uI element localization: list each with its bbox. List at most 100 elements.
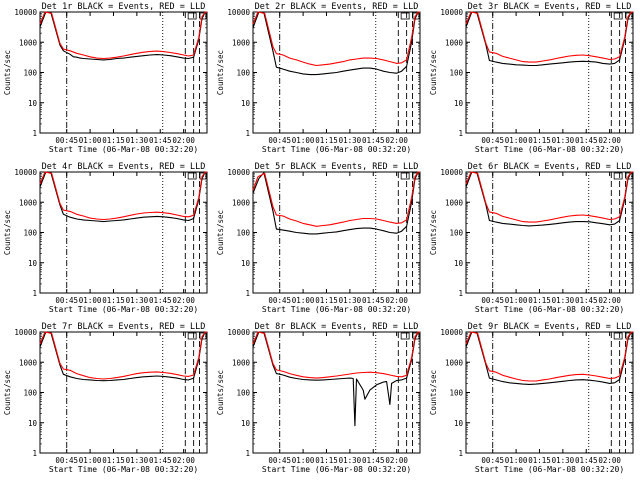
x-axis-label: Start Time (06-Mar-08 00:32:20) (475, 145, 624, 154)
y-tick-label: 1000 (232, 358, 251, 367)
x-tick-label: 01:30 (552, 296, 575, 305)
y-axis-label: Counts/sec (429, 210, 438, 255)
x-tick-label: 01:45 (575, 296, 598, 305)
x-tick-label: 01:15 (102, 456, 125, 465)
chart-panel-3: Det 3r BLACK = Events, RED = LLD 1 10 100 10… (429, 2, 634, 154)
chart-panel-1: Det 1r BLACK = Events, RED = LLD 1 10 100 10… (3, 2, 208, 154)
marker-box (625, 172, 633, 180)
x-tick-label: 01:45 (149, 296, 172, 305)
y-tick-label: 10000 (440, 328, 463, 337)
y-tick-label: 1 (32, 129, 37, 138)
x-tick-label: 01:30 (126, 456, 149, 465)
series-line-lld (465, 11, 633, 63)
x-tick-label: 01:15 (528, 136, 551, 145)
x-axis-label: Start Time (06-Mar-08 00:32:20) (49, 305, 198, 314)
x-tick-label: 01:45 (149, 456, 172, 465)
x-tick-label: 00:45 (481, 136, 504, 145)
y-tick-label: 100 (23, 69, 37, 78)
y-axis-label: Counts/sec (3, 210, 12, 255)
y-tick-label: 1 (245, 289, 250, 298)
marker-box (613, 12, 623, 20)
x-tick-label: 00:45 (55, 136, 78, 145)
chart-title: Det 3r BLACK = Events, RED = LLD (468, 2, 632, 12)
x-axis-label: Start Time (06-Mar-08 00:32:20) (49, 145, 198, 154)
series-line-events (39, 331, 207, 382)
y-tick-label: 10000 (227, 168, 250, 177)
x-tick-label: 02:00 (598, 456, 621, 465)
series-line-lld (465, 331, 633, 382)
chart-title: Det 5r BLACK = Events, RED = LLD (255, 162, 419, 172)
x-tick-label: 01:30 (339, 296, 362, 305)
x-tick-label: 01:00 (292, 136, 315, 145)
y-tick-label: 100 (236, 229, 250, 238)
y-tick-label: 1000 (19, 358, 38, 367)
marker-box (613, 332, 623, 340)
x-tick-label: 01:15 (315, 456, 338, 465)
series-line-events (465, 11, 633, 67)
x-tick-label: 01:30 (552, 456, 575, 465)
marker-box (412, 12, 420, 20)
x-axis-label: Start Time (06-Mar-08 00:32:20) (262, 465, 411, 474)
x-tick-label: 01:45 (362, 456, 385, 465)
y-tick-label: 1000 (19, 38, 38, 47)
x-tick-label: 01:00 (505, 296, 528, 305)
x-tick-label: 01:30 (339, 136, 362, 145)
y-tick-label: 1 (32, 289, 37, 298)
x-tick-label: 01:15 (315, 136, 338, 145)
marker-box (199, 332, 207, 340)
y-tick-label: 10000 (14, 328, 37, 337)
y-axis-label: Counts/sec (216, 210, 225, 255)
y-tick-label: 10000 (440, 168, 463, 177)
marker-box (187, 332, 197, 340)
chart-title: Det 2r BLACK = Events, RED = LLD (255, 2, 419, 12)
chart-panel-6: Det 6r BLACK = Events, RED = LLD 1 10 100 10… (429, 162, 634, 314)
marker-box (199, 172, 207, 180)
x-tick-label: 01:30 (126, 296, 149, 305)
y-tick-label: 10000 (440, 8, 463, 17)
chart-panel-7: Det 7r BLACK = Events, RED = LLD 1 10 100 10… (3, 322, 208, 474)
y-axis-label: Counts/sec (429, 50, 438, 95)
y-tick-label: 100 (449, 389, 463, 398)
marker-box (400, 172, 410, 180)
y-tick-label: 1 (245, 449, 250, 458)
chart-panel-4: Det 4r BLACK = Events, RED = LLD 1 10 100 10… (3, 162, 208, 314)
x-tick-label: 02:00 (598, 136, 621, 145)
y-axis-label: Counts/sec (3, 370, 12, 415)
x-tick-label: 02:00 (385, 456, 408, 465)
x-tick-label: 01:00 (505, 136, 528, 145)
y-tick-label: 10 (454, 259, 464, 268)
x-tick-label: 01:15 (315, 296, 338, 305)
y-tick-label: 100 (236, 389, 250, 398)
x-tick-label: 02:00 (598, 296, 621, 305)
y-tick-label: 100 (23, 389, 37, 398)
y-tick-label: 1 (32, 449, 37, 458)
x-tick-label: 01:00 (292, 456, 315, 465)
series-line-lld (39, 171, 207, 221)
x-tick-label: 01:45 (149, 136, 172, 145)
series-line-lld (39, 331, 207, 380)
x-tick-label: 01:00 (79, 456, 102, 465)
series-line-lld (252, 171, 420, 227)
y-tick-label: 10 (454, 419, 464, 428)
x-tick-label: 00:45 (481, 456, 504, 465)
chart-title: Det 1r BLACK = Events, RED = LLD (42, 2, 206, 12)
y-tick-label: 10 (241, 419, 251, 428)
y-tick-label: 10 (454, 99, 464, 108)
plot-frame (39, 171, 208, 294)
marker-box (625, 12, 633, 20)
x-axis-label: Start Time (06-Mar-08 00:32:20) (262, 305, 411, 314)
chart-panel-2: Det 2r BLACK = Events, RED = LLD 1 10 100 10… (216, 2, 421, 154)
x-tick-label: 01:30 (552, 136, 575, 145)
y-tick-label: 10 (28, 259, 38, 268)
plot-frame (39, 331, 208, 454)
y-tick-label: 10000 (14, 8, 37, 17)
plot-frame (465, 11, 634, 134)
y-tick-label: 10 (241, 99, 251, 108)
x-axis-label: Start Time (06-Mar-08 00:32:20) (475, 465, 624, 474)
x-tick-label: 01:15 (102, 296, 125, 305)
y-tick-label: 100 (449, 69, 463, 78)
chart-title: Det 7r BLACK = Events, RED = LLD (42, 322, 206, 332)
y-tick-label: 100 (449, 229, 463, 238)
y-tick-label: 1000 (445, 358, 464, 367)
